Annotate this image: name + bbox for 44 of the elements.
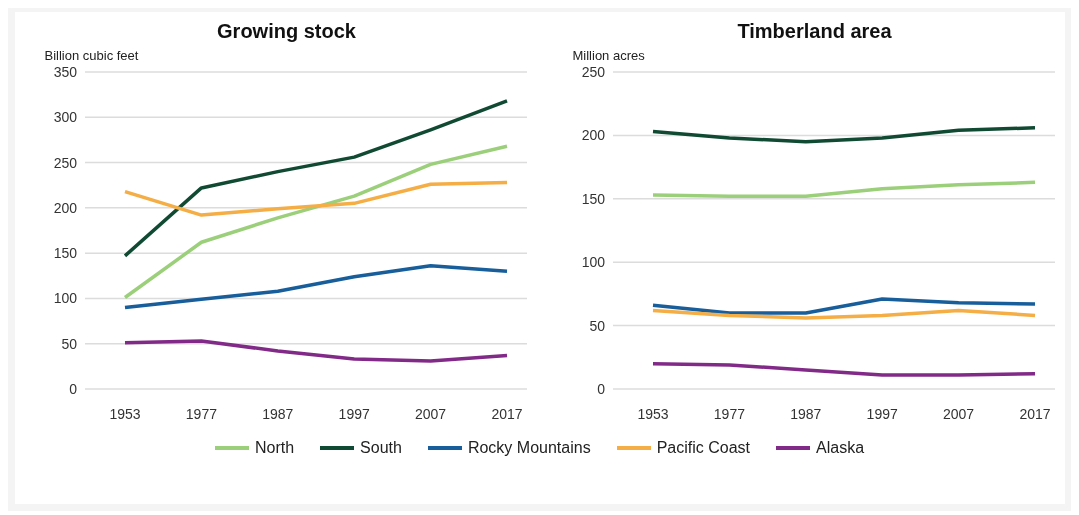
legend-label: Rocky Mountains: [467, 439, 591, 457]
x-tick-label: 1997: [866, 405, 898, 422]
y-tick-label: 250: [581, 63, 605, 80]
x-tick-label: 1987: [789, 405, 822, 422]
chart-title: Growing stock: [216, 20, 357, 44]
y-tick-label: 50: [60, 335, 77, 352]
x-tick-label: 2007: [414, 405, 446, 422]
line-series: [122, 99, 509, 258]
y-tick-label: 0: [68, 380, 77, 397]
y-tick-label: 300: [53, 109, 77, 126]
x-tick-label: 1997: [338, 405, 370, 422]
line-series: [122, 180, 509, 217]
line-series: [122, 264, 509, 310]
legend-label: South: [360, 439, 402, 457]
x-tick-label: 2017: [490, 405, 523, 422]
y-axis-title: Million acres: [572, 48, 646, 64]
y-tick-label: 200: [581, 127, 605, 144]
y-tick-label: 50: [588, 317, 605, 334]
line-series: [650, 361, 1037, 377]
x-tick-label: 1977: [185, 405, 217, 422]
y-tick-label: 200: [53, 199, 77, 216]
x-tick-label: 2007: [942, 405, 974, 422]
legend-label: Alaska: [816, 439, 865, 457]
y-tick-label: 350: [53, 63, 77, 80]
line-series: [122, 144, 509, 300]
line-series: [650, 126, 1037, 144]
legend-label: North: [254, 439, 295, 457]
y-tick-label: 150: [53, 245, 77, 262]
x-tick-label: 2017: [1018, 405, 1051, 422]
legend-label: Pacific Coast: [656, 439, 750, 457]
line-series: [122, 339, 509, 363]
y-tick-label: 0: [596, 380, 605, 397]
x-tick-label: 1987: [261, 405, 294, 422]
line-series: [650, 180, 1037, 199]
y-tick-label: 150: [581, 190, 605, 207]
y-tick-label: 250: [53, 154, 77, 171]
y-tick-label: 100: [581, 254, 605, 271]
x-tick-label: 1977: [713, 405, 745, 422]
x-tick-label: 1953: [636, 405, 669, 422]
y-tick-label: 100: [53, 290, 77, 307]
x-tick-label: 1953: [108, 405, 141, 422]
chart-title: Timberland area: [736, 20, 893, 44]
y-axis-title: Billion cubic feet: [44, 48, 140, 64]
line-series: [650, 297, 1037, 315]
